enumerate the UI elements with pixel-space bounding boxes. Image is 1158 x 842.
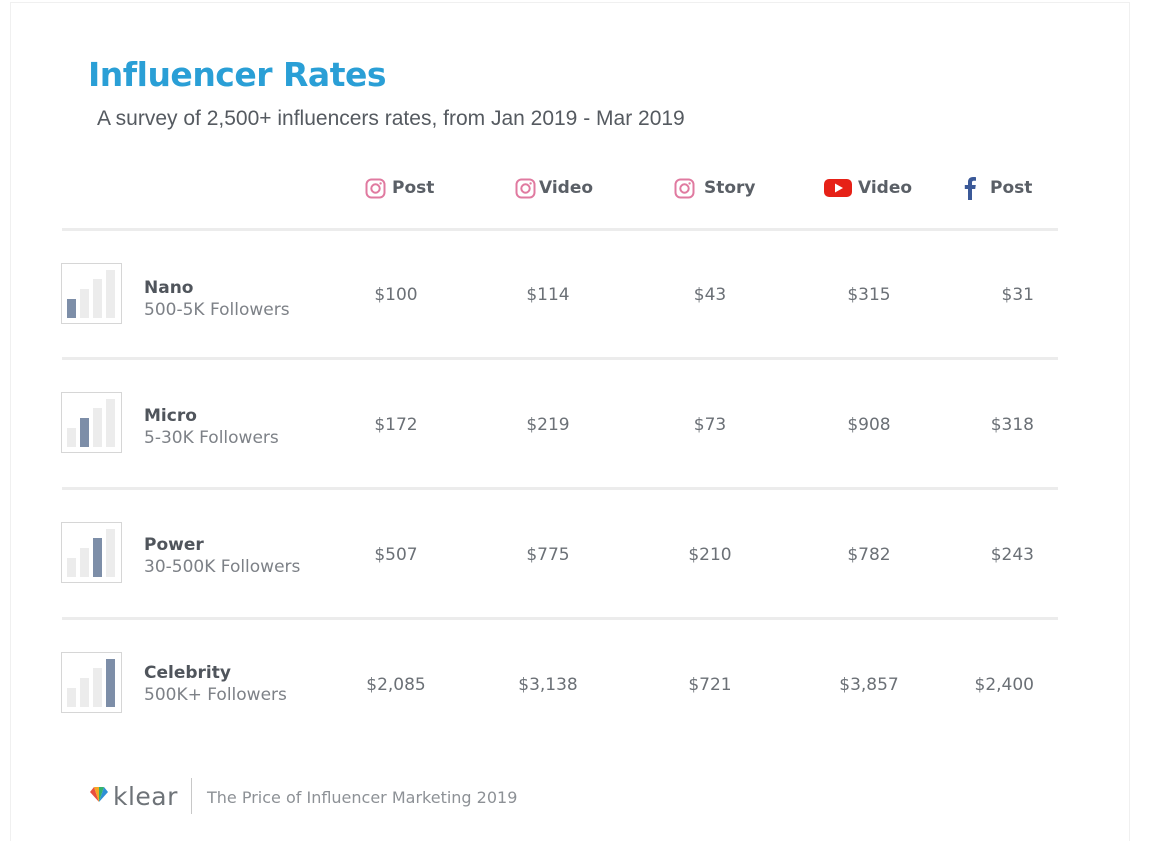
footer-divider — [191, 778, 192, 814]
rate-cell: $318 — [990, 415, 1034, 435]
page-title: Influencer Rates — [88, 55, 387, 94]
rate-cell: $100 — [374, 285, 418, 305]
rate-cell: $315 — [847, 285, 891, 305]
rate-cell: $219 — [526, 415, 570, 435]
youtube-icon — [824, 178, 852, 198]
rate-cell: $782 — [847, 545, 891, 565]
column-label: Post — [990, 178, 1033, 198]
rate-cell: $721 — [688, 675, 732, 695]
tier-followers: 30-500K Followers — [144, 557, 301, 577]
tier-followers: 5-30K Followers — [144, 428, 279, 448]
rate-cell: $31 — [1001, 285, 1034, 305]
column-label: Video — [858, 178, 913, 198]
rate-cell: $73 — [693, 415, 727, 435]
column-header-facebook-post: Post — [964, 176, 1032, 200]
column-header-youtube-video: Video — [824, 176, 912, 200]
column-header-instagram-story: Story — [674, 176, 756, 200]
brand-name: klear — [113, 782, 178, 811]
tier-followers: 500-5K Followers — [144, 300, 290, 320]
instagram-icon — [674, 178, 695, 199]
tier-name: Celebrity — [144, 663, 231, 683]
tier-level-icon — [61, 263, 122, 324]
rate-cell: $3,138 — [518, 675, 578, 695]
rate-cell: $43 — [693, 285, 727, 305]
row-divider — [62, 357, 1058, 360]
rate-cell: $775 — [526, 545, 570, 565]
rate-cell: $114 — [526, 285, 570, 305]
rate-cell: $243 — [990, 545, 1034, 565]
page-subtitle: A survey of 2,500+ influencers rates, fr… — [97, 107, 685, 130]
rate-cell: $210 — [688, 545, 732, 565]
column-header-instagram-post: Post — [365, 176, 434, 200]
footer-tagline: The Price of Influencer Marketing 2019 — [207, 788, 518, 807]
rate-cell: $507 — [374, 545, 418, 565]
column-label: Video — [539, 178, 594, 198]
column-header-instagram-video: Video — [515, 176, 593, 200]
facebook-icon — [964, 176, 976, 200]
tier-followers: 500K+ Followers — [144, 685, 287, 705]
row-divider — [62, 617, 1058, 620]
rate-cell: $172 — [374, 415, 418, 435]
instagram-icon — [515, 178, 536, 199]
rate-cell: $2,085 — [366, 675, 426, 695]
row-divider — [62, 487, 1058, 490]
page: Influencer Rates A survey of 2,500+ infl… — [10, 2, 1130, 841]
rate-cell: $3,857 — [839, 675, 899, 695]
rate-cell: $2,400 — [974, 675, 1034, 695]
header-divider — [62, 228, 1058, 231]
tier-level-icon — [61, 522, 122, 583]
rate-cell: $908 — [847, 415, 891, 435]
tier-level-icon — [61, 652, 122, 713]
tier-name: Micro — [144, 406, 197, 426]
tier-name: Nano — [144, 278, 194, 298]
column-label: Story — [704, 178, 756, 198]
tier-level-icon — [61, 392, 122, 453]
klear-logo-icon — [89, 785, 109, 808]
tier-name: Power — [144, 535, 204, 555]
instagram-icon — [365, 178, 386, 199]
klear-logo: klear — [89, 782, 178, 811]
column-label: Post — [392, 178, 435, 198]
